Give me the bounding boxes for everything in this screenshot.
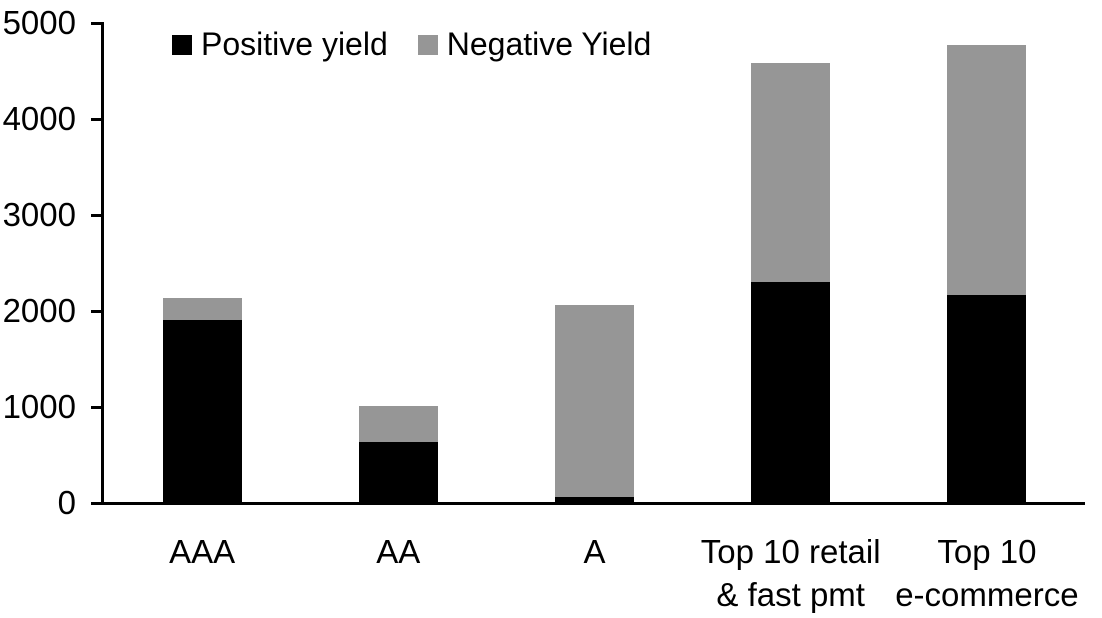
bar-segment-negative <box>555 305 634 498</box>
x-axis-label-line: A <box>583 533 606 570</box>
y-axis <box>101 22 104 505</box>
x-axis-label-line: AAA <box>169 533 236 570</box>
y-axis-tick <box>91 310 101 313</box>
bar-segment-positive <box>751 282 831 502</box>
bar-segment-negative <box>162 297 242 320</box>
legend-item-negative-yield: Negative Yield <box>417 26 652 63</box>
y-axis-tick-label: 2000 <box>2 292 76 329</box>
bar-segment-negative <box>751 63 831 283</box>
x-axis-label-line: AA <box>376 533 421 570</box>
x-axis-category-label: A <box>496 530 692 573</box>
y-axis-tick-label: 5000 <box>2 4 76 41</box>
y-axis-tick-label: 0 <box>57 484 76 521</box>
x-axis-category-label: AAA <box>104 530 300 573</box>
y-axis-tick <box>91 214 101 217</box>
y-axis-tick <box>91 502 101 505</box>
bar-segment-positive <box>162 319 242 502</box>
y-axis-tick-label: 4000 <box>2 100 76 137</box>
y-axis-tick-label: 3000 <box>2 196 76 233</box>
y-axis-tick <box>91 22 101 25</box>
x-axis-category-label: Top 10 e-commerce <box>889 530 1085 616</box>
legend-item-positive-yield: Positive yield <box>172 26 388 63</box>
x-axis-label-line: & fast pmt <box>716 576 865 613</box>
y-axis-tick <box>91 118 101 121</box>
legend-label-positive: Positive yield <box>201 26 388 62</box>
x-axis-label-line: Top 10 <box>937 533 1037 570</box>
bar-segment-positive <box>947 294 1027 502</box>
y-axis-tick <box>91 406 101 409</box>
x-axis <box>101 502 1085 505</box>
legend-swatch-negative-icon <box>417 34 438 55</box>
bar-segment-negative <box>947 45 1027 295</box>
bar-segment-positive <box>358 442 438 502</box>
x-axis-category-label: AA <box>300 530 496 573</box>
x-axis-label-line: e-commerce <box>895 576 1079 613</box>
legend-label-negative: Negative Yield <box>446 26 652 62</box>
bar-segment-negative <box>358 406 438 443</box>
y-axis-tick-label: 1000 <box>2 388 76 425</box>
bar-segment-positive <box>555 497 634 502</box>
chart-legend: Positive yield Negative Yield <box>172 26 651 63</box>
x-axis-category-label: Top 10 retail & fast pmt <box>693 530 889 616</box>
x-axis-label-line: Top 10 retail <box>700 533 881 570</box>
legend-swatch-positive-icon <box>172 34 192 55</box>
